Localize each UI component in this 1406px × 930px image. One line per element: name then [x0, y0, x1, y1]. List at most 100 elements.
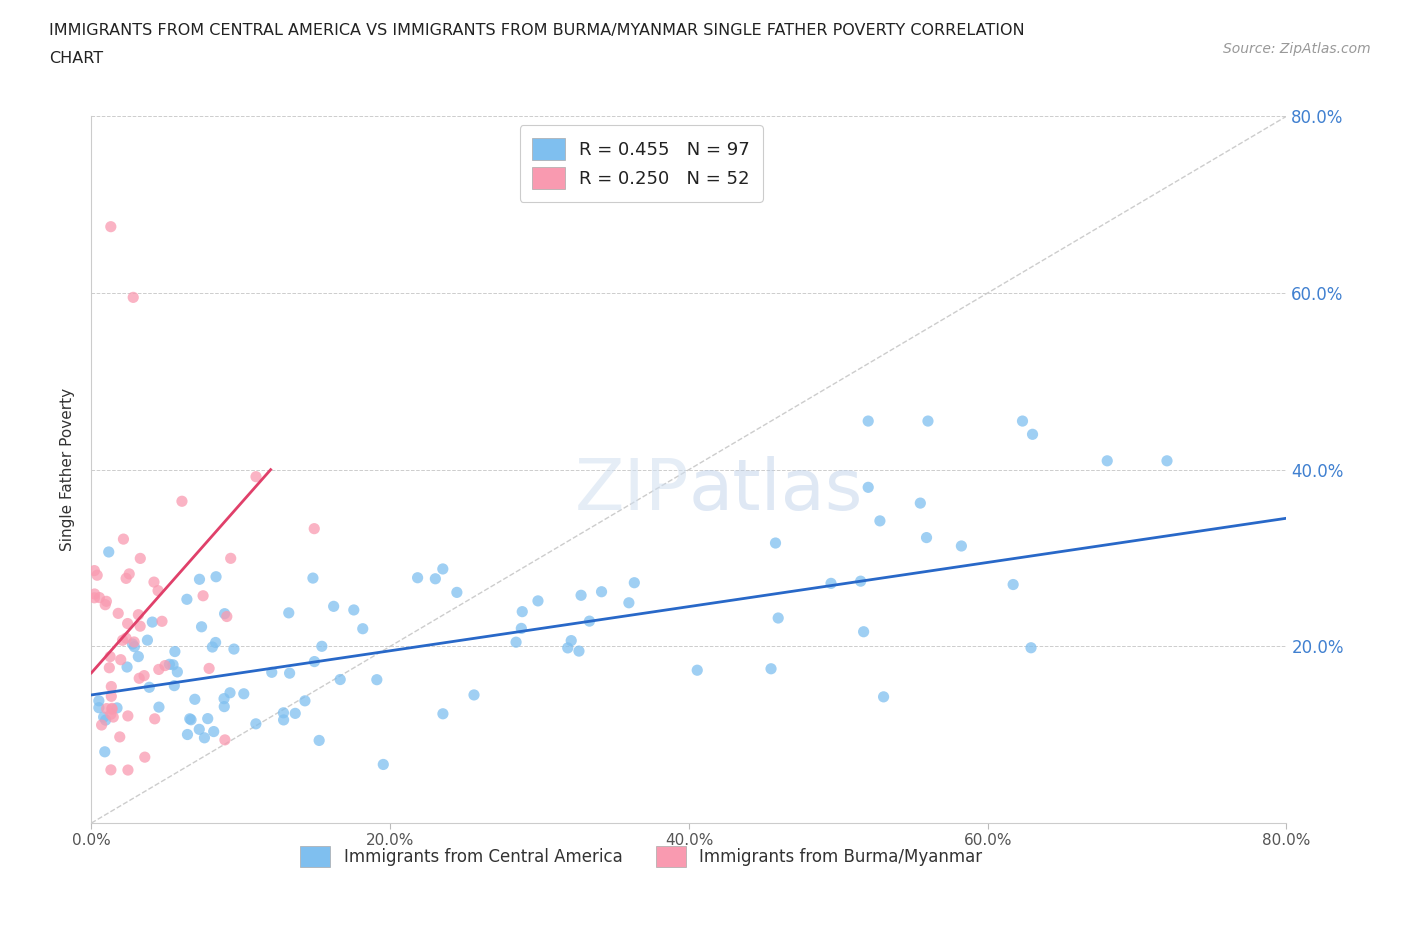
Point: [1019, 641, 1042, 656]
Point: [100, 679, 122, 694]
Point: [83, 591, 105, 605]
Point: [214, 733, 236, 748]
Point: [245, 470, 267, 485]
Point: [128, 671, 150, 685]
Point: [93, 710, 115, 724]
Point: [505, 635, 527, 650]
Point: [89, 591, 111, 605]
Point: [112, 532, 135, 547]
Point: [193, 730, 215, 745]
Point: [245, 716, 267, 731]
Point: [917, 414, 939, 429]
Point: [1002, 578, 1025, 592]
Point: [143, 711, 166, 726]
Point: [568, 644, 591, 658]
Y-axis label: Single Father Poverty: Single Father Poverty: [60, 388, 76, 551]
Point: [159, 657, 181, 671]
Point: [101, 701, 124, 716]
Point: [950, 538, 973, 553]
Point: [188, 722, 211, 737]
Point: [308, 733, 330, 748]
Point: [190, 619, 212, 634]
Point: [212, 699, 235, 714]
Point: [849, 574, 872, 589]
Point: [1021, 427, 1043, 442]
Point: [111, 632, 134, 647]
Point: [176, 591, 198, 606]
Point: [94, 597, 117, 612]
Point: [1156, 454, 1178, 469]
Point: [222, 642, 245, 657]
Point: [124, 639, 146, 654]
Point: [406, 570, 429, 585]
Point: [163, 644, 186, 659]
Point: [284, 706, 307, 721]
Point: [162, 658, 184, 672]
Point: [560, 633, 582, 648]
Point: [180, 712, 202, 727]
Point: [117, 763, 139, 777]
Point: [197, 711, 219, 726]
Point: [1011, 414, 1033, 429]
Point: [910, 496, 932, 511]
Point: [141, 615, 163, 630]
Text: atlas: atlas: [689, 457, 863, 525]
Point: [569, 588, 592, 603]
Point: [108, 729, 131, 744]
Point: [578, 614, 600, 629]
Point: [87, 694, 110, 709]
Point: [425, 571, 447, 586]
Point: [90, 718, 112, 733]
Point: [527, 593, 550, 608]
Point: [432, 562, 454, 577]
Point: [100, 707, 122, 722]
Point: [557, 641, 579, 656]
Point: [115, 659, 138, 674]
Point: [146, 583, 169, 598]
Point: [83, 587, 105, 602]
Legend: Immigrants from Central America, Immigrants from Burma/Myanmar: Immigrants from Central America, Immigra…: [288, 834, 994, 878]
Point: [129, 618, 152, 633]
Text: ZIP: ZIP: [575, 457, 689, 525]
Point: [117, 709, 139, 724]
Point: [107, 606, 129, 621]
Point: [148, 699, 170, 714]
Point: [97, 545, 120, 560]
Point: [273, 705, 295, 720]
Point: [329, 672, 352, 687]
Point: [591, 584, 613, 599]
Point: [121, 636, 143, 651]
Point: [766, 611, 789, 626]
Point: [311, 639, 333, 654]
Point: [343, 603, 366, 618]
Point: [134, 668, 156, 683]
Point: [686, 663, 709, 678]
Point: [820, 576, 842, 591]
Point: [115, 571, 138, 586]
Point: [232, 686, 254, 701]
Point: [134, 750, 156, 764]
Point: [163, 678, 186, 693]
Point: [100, 689, 122, 704]
Point: [205, 569, 228, 584]
Point: [188, 572, 211, 587]
Point: [96, 701, 118, 716]
Point: [510, 621, 533, 636]
Point: [170, 494, 193, 509]
Point: [872, 689, 894, 704]
Point: [198, 661, 221, 676]
Point: [191, 589, 214, 604]
Point: [138, 680, 160, 695]
Point: [150, 614, 173, 629]
Point: [176, 727, 198, 742]
Point: [100, 219, 122, 234]
Point: [277, 605, 299, 620]
Point: [304, 521, 326, 536]
Point: [869, 513, 891, 528]
Point: [304, 654, 326, 669]
Point: [201, 640, 224, 655]
Point: [127, 649, 149, 664]
Point: [96, 594, 118, 609]
Point: [87, 700, 110, 715]
Point: [463, 687, 485, 702]
